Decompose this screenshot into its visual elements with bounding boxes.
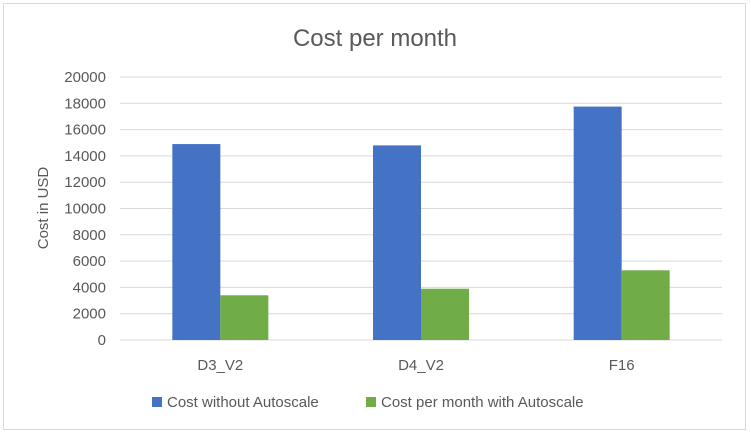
bar-F16-series-1: [621, 270, 670, 340]
y-axis-label: Cost in USD: [35, 167, 52, 250]
bar-F16-series-0: [573, 106, 622, 341]
y-tick-label: 18000: [64, 95, 106, 112]
y-tick-label: 10000: [64, 201, 106, 218]
y-tick-label: 8000: [73, 227, 106, 244]
y-tick-label: 20000: [64, 69, 106, 86]
y-tick-label: 0: [98, 332, 106, 349]
legend-swatch: [152, 397, 162, 407]
bar-D4_V2-series-1: [421, 288, 469, 340]
bar-D3_V2-series-0: [172, 144, 221, 340]
chart-border: [3, 3, 746, 430]
legend-label: Cost without Autoscale: [167, 394, 319, 411]
x-tick-label: D4_V2: [398, 357, 444, 374]
y-tick-label: 12000: [64, 174, 106, 191]
y-tick-label: 16000: [64, 122, 106, 139]
x-tick-label: F16: [609, 357, 635, 374]
x-tick-label: D3_V2: [197, 357, 243, 374]
y-tick-label: 6000: [73, 253, 106, 270]
y-tick-label: 2000: [73, 306, 106, 323]
legend-label: Cost per month with Autoscale: [381, 394, 584, 411]
bar-D3_V2-series-1: [220, 295, 269, 340]
bar-D4_V2-series-0: [373, 145, 421, 340]
y-tick-label: 14000: [64, 148, 106, 165]
chart-title: Cost per month: [293, 25, 457, 52]
y-tick-label: 4000: [73, 279, 106, 296]
legend-swatch: [366, 397, 376, 407]
